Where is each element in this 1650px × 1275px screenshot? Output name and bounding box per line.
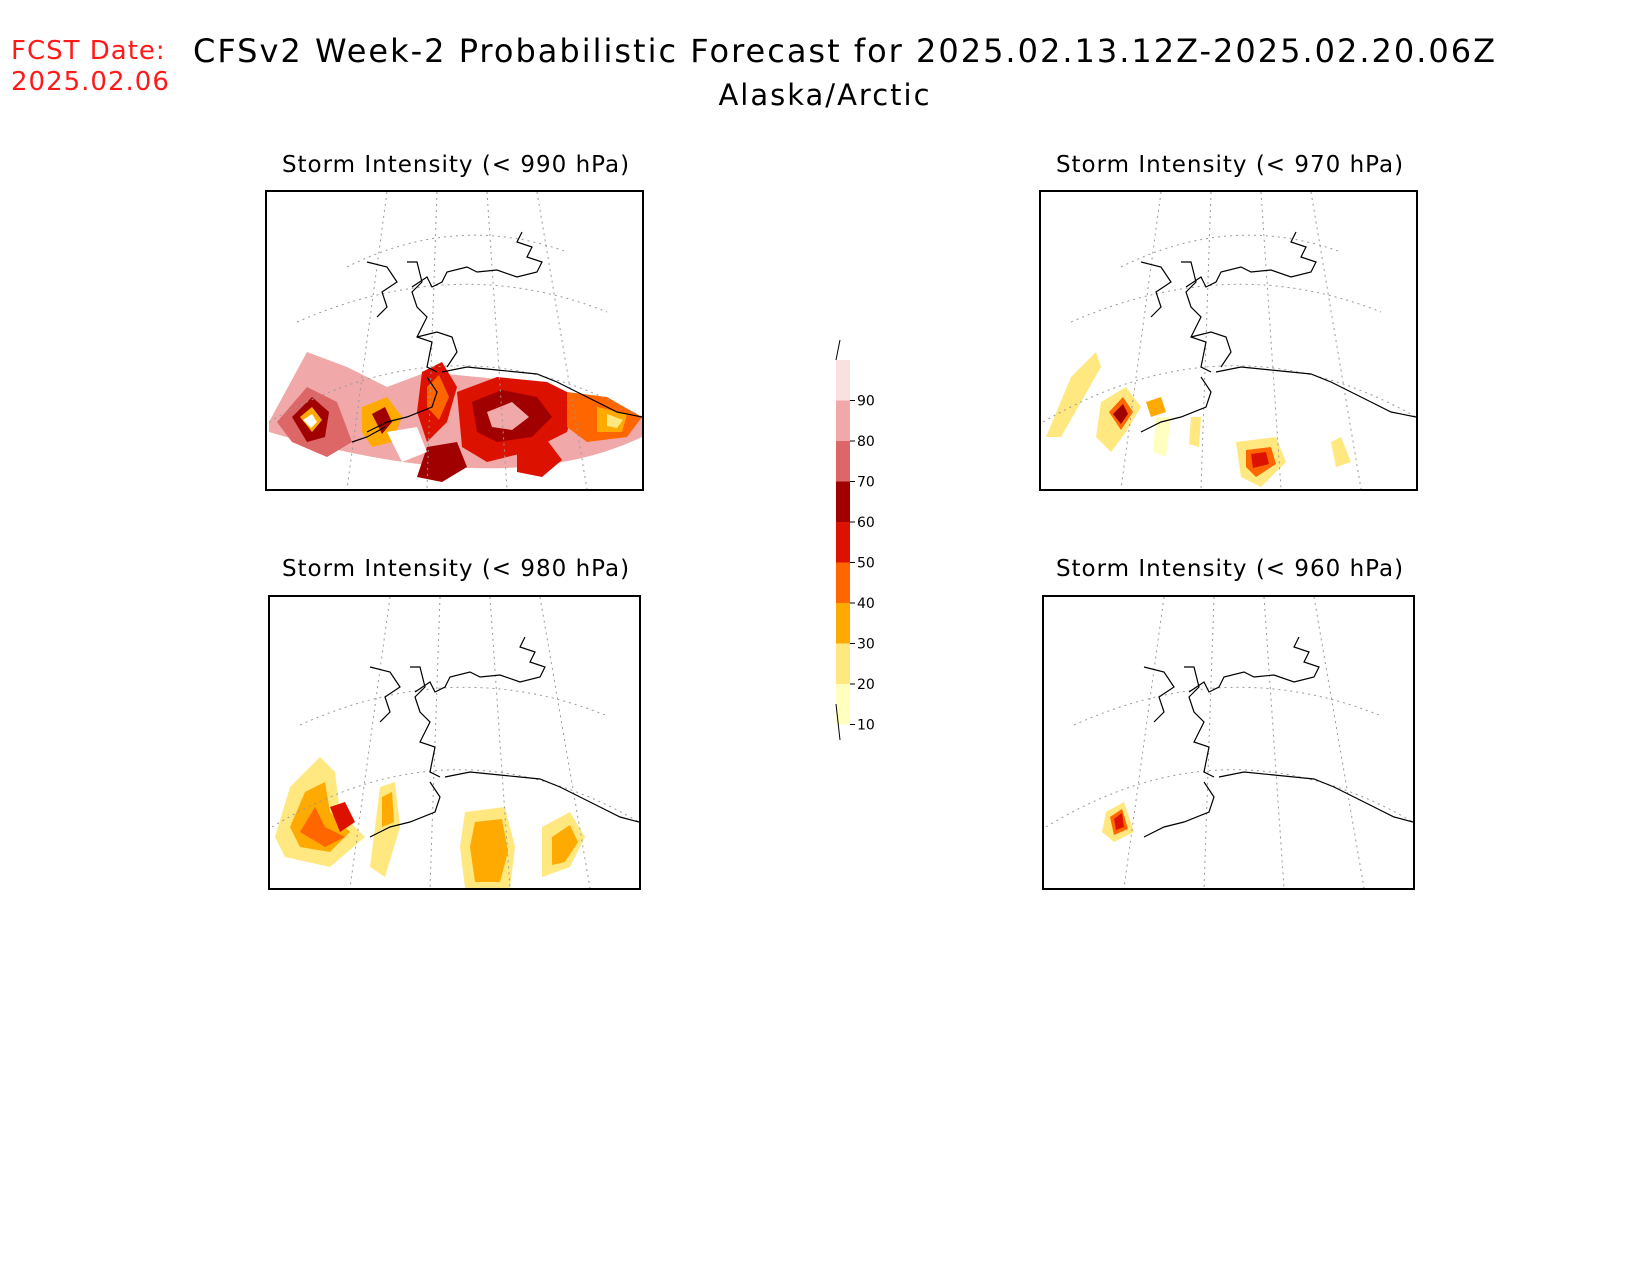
probability-shading [1102, 802, 1134, 842]
colorbar-tick-label: 20 [857, 677, 875, 693]
panel-title-960: Storm Intensity (< 960 hPa) [1055, 556, 1405, 582]
colorbar-swatch [836, 441, 850, 482]
graticule [1042, 192, 1416, 489]
colorbar-swatch [836, 603, 850, 644]
map-980 [271, 597, 639, 888]
colorbar-swatches [836, 360, 850, 725]
colorbar-tick-label: 40 [857, 596, 875, 612]
forecast-date-value: 2025.02.06 [11, 67, 170, 97]
colorbar-swatch [836, 562, 850, 603]
colorbar-swatch [836, 360, 850, 401]
forecast-date-block: FCST Date: 2025.02.06 [11, 36, 170, 98]
colorbar-swatch [836, 684, 850, 725]
map-panel-960 [1042, 595, 1415, 890]
colorbar-tick-label: 70 [857, 475, 875, 491]
probability-shading [1046, 352, 1351, 487]
map-panel-980 [268, 595, 641, 890]
graticule [271, 597, 639, 888]
colorbar-swatch [836, 643, 850, 684]
coastline [1140, 231, 1416, 433]
region-subtitle: Alaska/Arctic [718, 78, 932, 112]
colorbar-tick-label: 90 [857, 394, 875, 410]
graticule [268, 192, 642, 489]
probability-shading [275, 757, 585, 888]
probability-colorbar: 10 20 30 40 50 60 70 80 90 [835, 339, 875, 741]
graticule [1045, 597, 1413, 888]
map-970 [1042, 192, 1416, 489]
coastline [1143, 636, 1413, 838]
colorbar-tick-label: 50 [857, 556, 875, 572]
colorbar-top-arrow [835, 339, 841, 361]
map-960 [1045, 597, 1413, 888]
colorbar-bottom-arrow [835, 703, 841, 741]
main-title: CFSv2 Week-2 Probabilistic Forecast for … [192, 32, 1498, 70]
forecast-date-label: FCST Date: [11, 36, 166, 66]
colorbar-swatch [836, 522, 850, 563]
panel-title-980: Storm Intensity (< 980 hPa) [281, 556, 631, 582]
colorbar-tick-label: 10 [857, 718, 875, 734]
colorbar-swatch [836, 481, 850, 522]
panel-title-970: Storm Intensity (< 970 hPa) [1055, 152, 1405, 178]
coastline [369, 636, 639, 838]
colorbar-labels: 10 20 30 40 50 60 70 80 90 [850, 394, 875, 734]
colorbar-tick-label: 80 [857, 434, 875, 450]
probability-shading [269, 352, 642, 482]
map-panel-990 [265, 190, 644, 491]
colorbar-swatch [836, 400, 850, 441]
colorbar-tick-label: 30 [857, 637, 875, 653]
map-990 [268, 192, 642, 489]
panel-title-990: Storm Intensity (< 990 hPa) [281, 152, 631, 178]
colorbar-tick-label: 60 [857, 515, 875, 531]
map-panel-970 [1039, 190, 1418, 491]
coastline [351, 231, 642, 443]
